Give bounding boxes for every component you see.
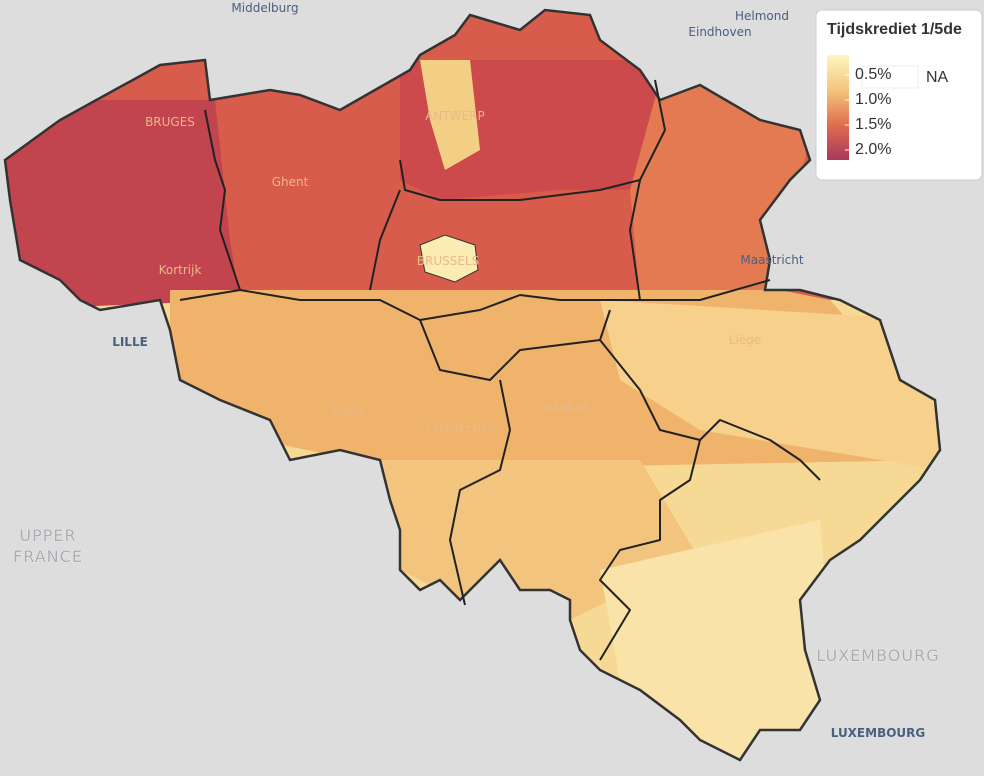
legend: Tijdskrediet 1/5de NA 0.5% 1.0% 1.5% 2.0% [815, 9, 983, 181]
legend-title: Tijdskrediet 1/5de [827, 21, 962, 38]
na-swatch [861, 65, 919, 89]
province-border [599, 439, 701, 661]
region [419, 234, 479, 283]
province-border [449, 379, 511, 606]
place-label: ANTWERP [425, 109, 485, 123]
place-label: Kortrijk [159, 263, 202, 277]
region [600, 520, 840, 760]
legend-tick-label: 1.0% [855, 91, 891, 108]
legend-gradient [827, 55, 849, 160]
place-label: NAMUR [543, 401, 588, 415]
place-label: BRUGES [145, 115, 195, 129]
legend-tick-label: 1.5% [855, 116, 891, 133]
province-border [419, 309, 611, 381]
place-label: CHARLEROI [425, 421, 495, 435]
province-border [599, 339, 821, 481]
province-border [399, 79, 666, 201]
place-label: Liège [729, 333, 761, 347]
legend-tick-label: 0.5% [855, 66, 891, 83]
place-label: BRUSSELS [417, 254, 479, 268]
legend-na: NA [926, 69, 949, 86]
region [5, 100, 240, 310]
province-border [369, 189, 401, 291]
region [600, 300, 940, 470]
legend-box [815, 9, 983, 181]
place-label: Maastricht [740, 253, 803, 267]
place-label: Mons [331, 404, 363, 418]
place-label: Middelburg [231, 1, 298, 15]
province-borders [179, 79, 821, 661]
country-label: LUXEMBOURG [831, 726, 926, 740]
place-label: Ghent [272, 175, 309, 189]
province-border [179, 109, 241, 301]
country-label: FRANCE [13, 547, 83, 566]
labels: Middelburg Helmond Eindhoven LILLE Maast… [13, 1, 939, 740]
country-label: LUXEMBOURG [816, 646, 939, 665]
legend-tick-label: 2.0% [855, 141, 891, 158]
province-border [629, 179, 771, 301]
province-border [239, 289, 640, 321]
place-label: Helmond [735, 9, 789, 23]
place-label: Eindhoven [688, 25, 751, 39]
country-label: UPPER [19, 526, 76, 545]
region [420, 60, 480, 170]
place-label: LILLE [112, 335, 148, 349]
